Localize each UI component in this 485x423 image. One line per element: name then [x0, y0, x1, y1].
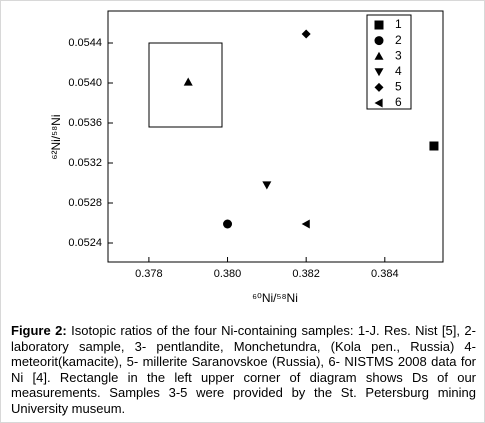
caption-label: Figure 2: [11, 323, 67, 338]
x-tick-label: 0.382 [292, 268, 320, 280]
point [262, 181, 272, 190]
x-tick-label: 0.378 [135, 268, 163, 280]
y-tick-label: 0.0536 [68, 117, 102, 129]
chart: ⁶⁰Ni/⁵⁸Ni ⁶²Ni/⁵⁸Ni 0.378 0.380 0.382 0.384… [49, 10, 444, 305]
legend-label: 4 [395, 64, 402, 78]
point [183, 77, 193, 86]
legend-label: 1 [395, 17, 402, 31]
legend-label: 2 [395, 33, 402, 47]
legend-marker [374, 51, 384, 60]
x-tick-label: 0.380 [214, 268, 242, 280]
plot-frame [107, 10, 444, 263]
legend-marker [374, 20, 384, 30]
measurement-box [148, 42, 223, 128]
legend-label: 6 [395, 95, 402, 109]
caption: Figure 2: Isotopic ratios of the four Ni… [11, 323, 476, 416]
point [301, 219, 310, 229]
legend-label: 3 [395, 48, 402, 62]
caption-text: Isotopic ratios of the four Ni-containin… [11, 323, 476, 416]
y-tick-label: 0.0540 [68, 77, 102, 89]
legend-marker [374, 36, 384, 46]
y-axis-label: ⁶²Ni/⁵⁸Ni [49, 115, 63, 160]
legend-box [366, 14, 412, 110]
y-tick-label: 0.0524 [68, 237, 102, 249]
y-tick-label: 0.0532 [68, 157, 102, 169]
legend-label: 5 [395, 80, 402, 94]
x-axis-label: ⁶⁰Ni/⁵⁸Ni [252, 291, 298, 305]
point [429, 141, 439, 151]
point [301, 29, 311, 39]
legend-marker [374, 68, 384, 77]
x-tick-label: 0.384 [371, 268, 399, 280]
legend-marker [374, 98, 383, 108]
y-tick-label: 0.0544 [68, 37, 102, 49]
point [223, 219, 233, 229]
y-tick-label: 0.0528 [68, 197, 102, 209]
legend-marker [374, 82, 384, 92]
